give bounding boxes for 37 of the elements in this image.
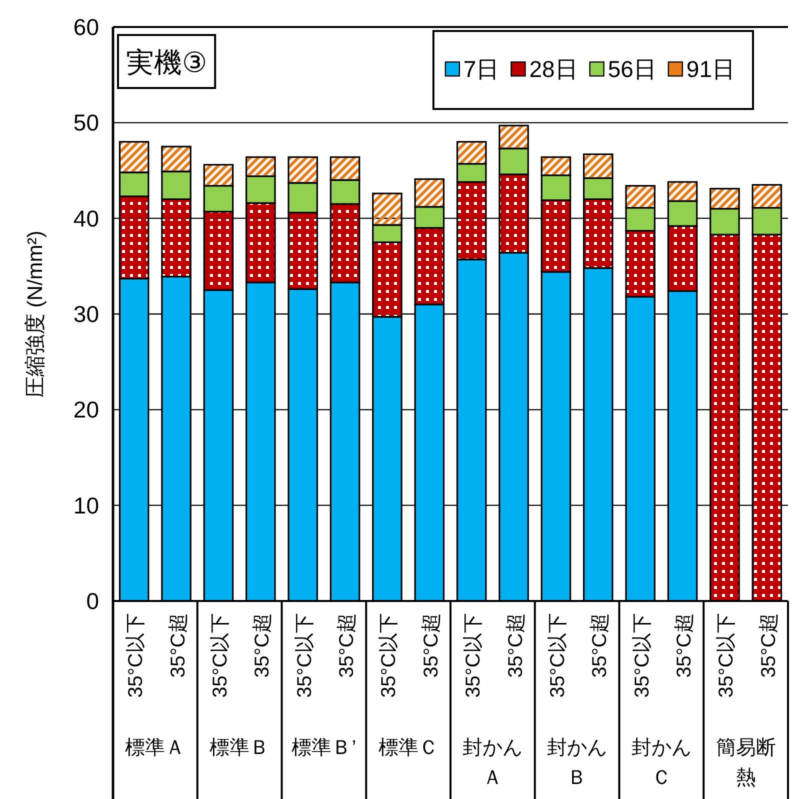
x-tick-label: 35°C以下 xyxy=(378,613,400,698)
legend-label: 56日 xyxy=(608,56,656,82)
x-tick-label: 35°C超 xyxy=(420,613,442,678)
y-tick-label: 20 xyxy=(73,396,99,423)
text: 実機③ xyxy=(126,47,208,78)
x-tick-label: 35°C超 xyxy=(674,613,696,678)
x-tick-label: 35°C以下 xyxy=(125,613,148,698)
x-tick-label: 35°C超 xyxy=(758,613,780,678)
x-tick-label: 35°C超 xyxy=(252,613,274,678)
text: 標準Ｂ’ xyxy=(290,736,358,761)
text: 簡易断熱 xyxy=(714,736,777,791)
text: 標準Ｂ xyxy=(208,736,271,761)
legend-label: 7日 xyxy=(463,56,500,82)
x-tick-label: 35°C以下 xyxy=(716,613,738,698)
x-tick-label: 35°C以下 xyxy=(631,613,654,698)
text: 標準Ｃ xyxy=(377,736,440,761)
y-tick-label: 0 xyxy=(86,588,99,614)
y-tick-label: 30 xyxy=(73,301,99,327)
y-tick-label: 60 xyxy=(73,14,99,40)
text: 標準Ａ xyxy=(124,736,186,761)
x-tick-label: 35°C超 xyxy=(336,613,358,678)
legend-label: 28日 xyxy=(529,56,578,82)
legend-label: 91日 xyxy=(686,56,735,82)
x-tick-label: 35°C以下 xyxy=(209,613,232,698)
y-tick-label: 10 xyxy=(73,492,99,518)
y-axis-title: 圧縮強度 (N/mm²) xyxy=(24,230,47,398)
text: 封かんＢ xyxy=(546,736,608,791)
x-tick-label: 35°C以下 xyxy=(546,613,569,698)
text: 封かんＡ xyxy=(462,736,524,791)
text: 封かんＣ xyxy=(630,736,692,791)
x-tick-label: 35°C以下 xyxy=(462,613,485,698)
x-tick-label: 35°C以下 xyxy=(294,613,316,698)
x-tick-label: 35°C超 xyxy=(167,613,190,678)
x-tick-label: 35°C超 xyxy=(504,613,527,678)
y-tick-label: 40 xyxy=(73,205,99,232)
y-tick-label: 50 xyxy=(73,110,99,136)
x-tick-label: 35°C超 xyxy=(589,613,612,678)
